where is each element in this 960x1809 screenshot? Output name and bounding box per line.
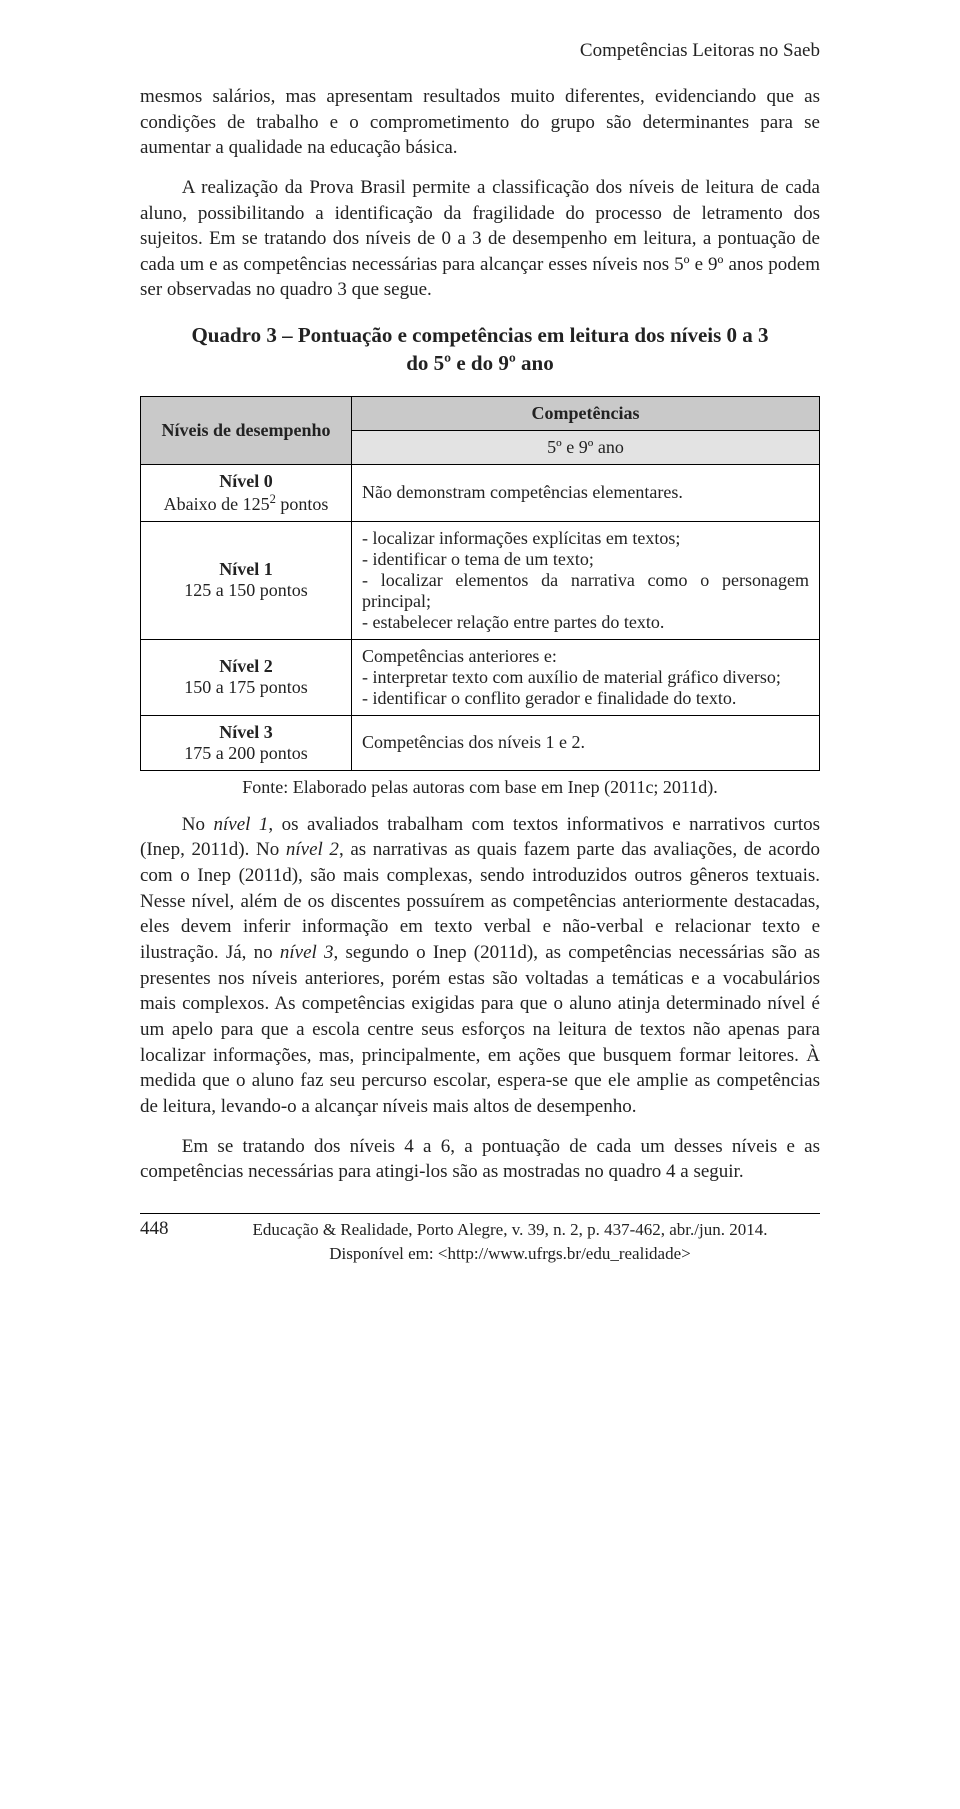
level-name: Nível 2: [151, 656, 341, 677]
cell-skills: Competências dos níveis 1 e 2.: [352, 715, 820, 770]
table-row: Nível 0 Abaixo de 1252 pontos Não demons…: [141, 464, 820, 521]
level-range: Abaixo de 1252 pontos: [151, 492, 341, 515]
skill-line: Não demonstram competências elementares.: [362, 482, 809, 503]
table-row: Nível 3 175 a 200 pontos Competências do…: [141, 715, 820, 770]
skill-line: - localizar informações explícitas em te…: [362, 528, 809, 549]
level-range: 125 a 150 pontos: [151, 580, 341, 601]
table-header-row: Níveis de desempenho Competências: [141, 396, 820, 430]
cell-skills: Competências anteriores e: - interpretar…: [352, 639, 820, 715]
paragraph-3: No nível 1, os avaliados trabalham com t…: [140, 812, 820, 1120]
cell-skills: - localizar informações explícitas em te…: [352, 521, 820, 639]
pub-line1: Educação & Realidade, Porto Alegre, v. 3…: [253, 1220, 768, 1239]
publication-info: Educação & Realidade, Porto Alegre, v. 3…: [200, 1218, 820, 1266]
th-competencias: Competências: [352, 396, 820, 430]
range-pre: Abaixo de 125: [164, 494, 270, 514]
skill-line: - localizar elementos da narrativa como …: [362, 570, 809, 612]
p3-t4: , segundo o Inep (2011d), as competência…: [140, 942, 820, 1117]
cell-skills: Não demonstram competências elementares.: [352, 464, 820, 521]
cell-level: Nível 2 150 a 175 pontos: [141, 639, 352, 715]
skill-line: Competências dos níveis 1 e 2.: [362, 732, 809, 753]
p3-i1: nível 1: [214, 814, 269, 835]
th-anos: 5º e 9º ano: [352, 430, 820, 464]
paragraph-2: A realização da Prova Brasil permite a c…: [140, 175, 820, 303]
quadro-title-line2: do 5º e do 9º ano: [406, 351, 553, 375]
p3-i3: nível 3: [280, 942, 334, 963]
footer: 448 Educação & Realidade, Porto Alegre, …: [140, 1213, 820, 1266]
running-head: Competências Leitoras no Saeb: [140, 40, 820, 62]
page-number: 448: [140, 1218, 200, 1240]
cell-level: Nível 3 175 a 200 pontos: [141, 715, 352, 770]
skill-line: - interpretar texto com auxílio de mater…: [362, 667, 809, 688]
table-row: Nível 2 150 a 175 pontos Competências an…: [141, 639, 820, 715]
level-name: Nível 0: [151, 471, 341, 492]
quadro-title: Quadro 3 – Pontuação e competências em l…: [140, 321, 820, 378]
cell-level: Nível 1 125 a 150 pontos: [141, 521, 352, 639]
skill-line: - identificar o tema de um texto;: [362, 549, 809, 570]
pub-line2: Disponível em: <http://www.ufrgs.br/edu_…: [329, 1244, 690, 1263]
skill-line: Competências anteriores e:: [362, 646, 809, 667]
paragraph-4: Em se tratando dos níveis 4 a 6, a pontu…: [140, 1134, 820, 1185]
level-range: 175 a 200 pontos: [151, 743, 341, 764]
level-name: Nível 1: [151, 559, 341, 580]
level-range: 150 a 175 pontos: [151, 677, 341, 698]
th-niveis: Níveis de desempenho: [141, 396, 352, 464]
skill-line: - estabelecer relação entre partes do te…: [362, 612, 809, 633]
p3-i2: nível 2: [286, 839, 339, 860]
quadro-title-line1: Quadro 3 – Pontuação e competências em l…: [191, 323, 768, 347]
level-name: Nível 3: [151, 722, 341, 743]
p3-t1: No: [182, 814, 214, 835]
cell-level: Nível 0 Abaixo de 1252 pontos: [141, 464, 352, 521]
skill-line: - identificar o conflito gerador e final…: [362, 688, 809, 709]
table-row: Nível 1 125 a 150 pontos - localizar inf…: [141, 521, 820, 639]
paragraph-1: mesmos salários, mas apresentam resultad…: [140, 84, 820, 161]
table-caption: Fonte: Elaborado pelas autoras com base …: [140, 777, 820, 798]
competencias-table: Níveis de desempenho Competências 5º e 9…: [140, 396, 820, 771]
page: Competências Leitoras no Saeb mesmos sal…: [70, 0, 890, 1285]
range-post: pontos: [276, 494, 329, 514]
